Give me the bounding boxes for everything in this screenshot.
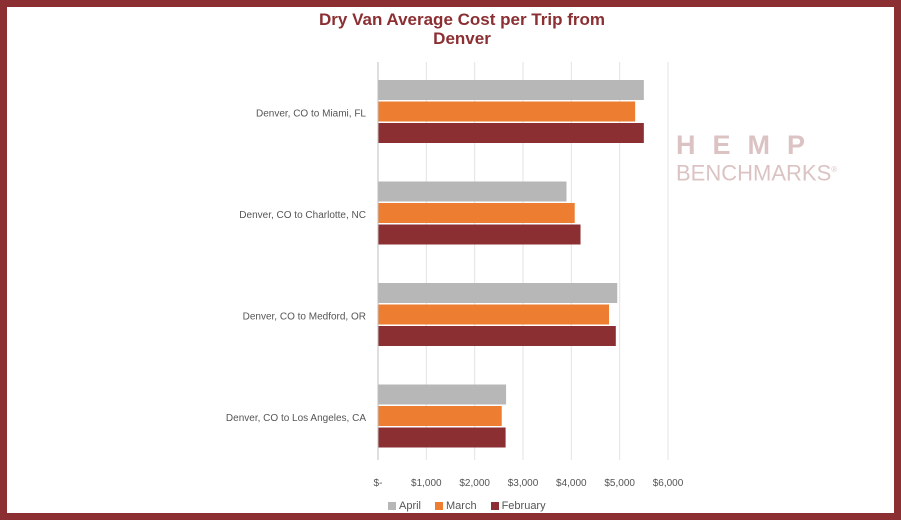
x-tick-label: $- [374, 478, 383, 489]
x-tick-label: $6,000 [653, 478, 684, 489]
legend-item-march: March [435, 500, 477, 512]
chart-title: Dry Van Average Cost per Trip from Denve… [262, 10, 662, 48]
logo-line-2: BENCHMARKS® [676, 159, 856, 184]
chart-legend: April March February [388, 500, 546, 512]
bar-april [378, 384, 507, 405]
bar-february [378, 224, 581, 245]
category-label: Denver, CO to Medford, OR [243, 311, 366, 322]
bar-february [378, 427, 506, 448]
x-tick-label: $3,000 [508, 478, 539, 489]
bar-april [378, 181, 567, 202]
bar-march [378, 203, 575, 223]
legend-label-april: April [399, 500, 422, 512]
bar-march [378, 304, 610, 325]
bar-february [378, 123, 644, 143]
bar-february [378, 326, 616, 346]
chart-title-line-2: Denver [433, 29, 491, 48]
category-label: Denver, CO to Los Angeles, CA [226, 413, 366, 424]
chart-title-line-1: Dry Van Average Cost per Trip from [319, 10, 605, 29]
hemp-benchmarks-logo: HEMP BENCHMARKS® [676, 131, 856, 184]
bar-march [378, 406, 502, 426]
category-label: Denver, CO to Miami, FL [256, 108, 366, 119]
x-tick-label: $1,000 [411, 478, 442, 489]
x-tick-label: $4,000 [556, 478, 587, 489]
category-label: Denver, CO to Charlotte, NC [239, 210, 366, 221]
bar-march [378, 101, 636, 122]
legend-label-march: March [446, 500, 477, 512]
bar-april [378, 80, 644, 100]
legend-item-april: April [388, 500, 421, 512]
logo-wordmark: BENCHMARKS [676, 160, 832, 186]
legend-label-february: February [501, 500, 546, 512]
legend-swatch-february [490, 502, 499, 510]
bar-april [378, 283, 618, 303]
logo-registered-mark: ® [831, 165, 838, 174]
legend-swatch-april [388, 502, 396, 510]
x-tick-label: $5,000 [604, 478, 635, 489]
logo-line-1: HEMP [676, 130, 823, 160]
x-tick-label: $2,000 [459, 478, 490, 489]
legend-swatch-march [435, 502, 444, 510]
legend-item-february: February [490, 500, 546, 512]
